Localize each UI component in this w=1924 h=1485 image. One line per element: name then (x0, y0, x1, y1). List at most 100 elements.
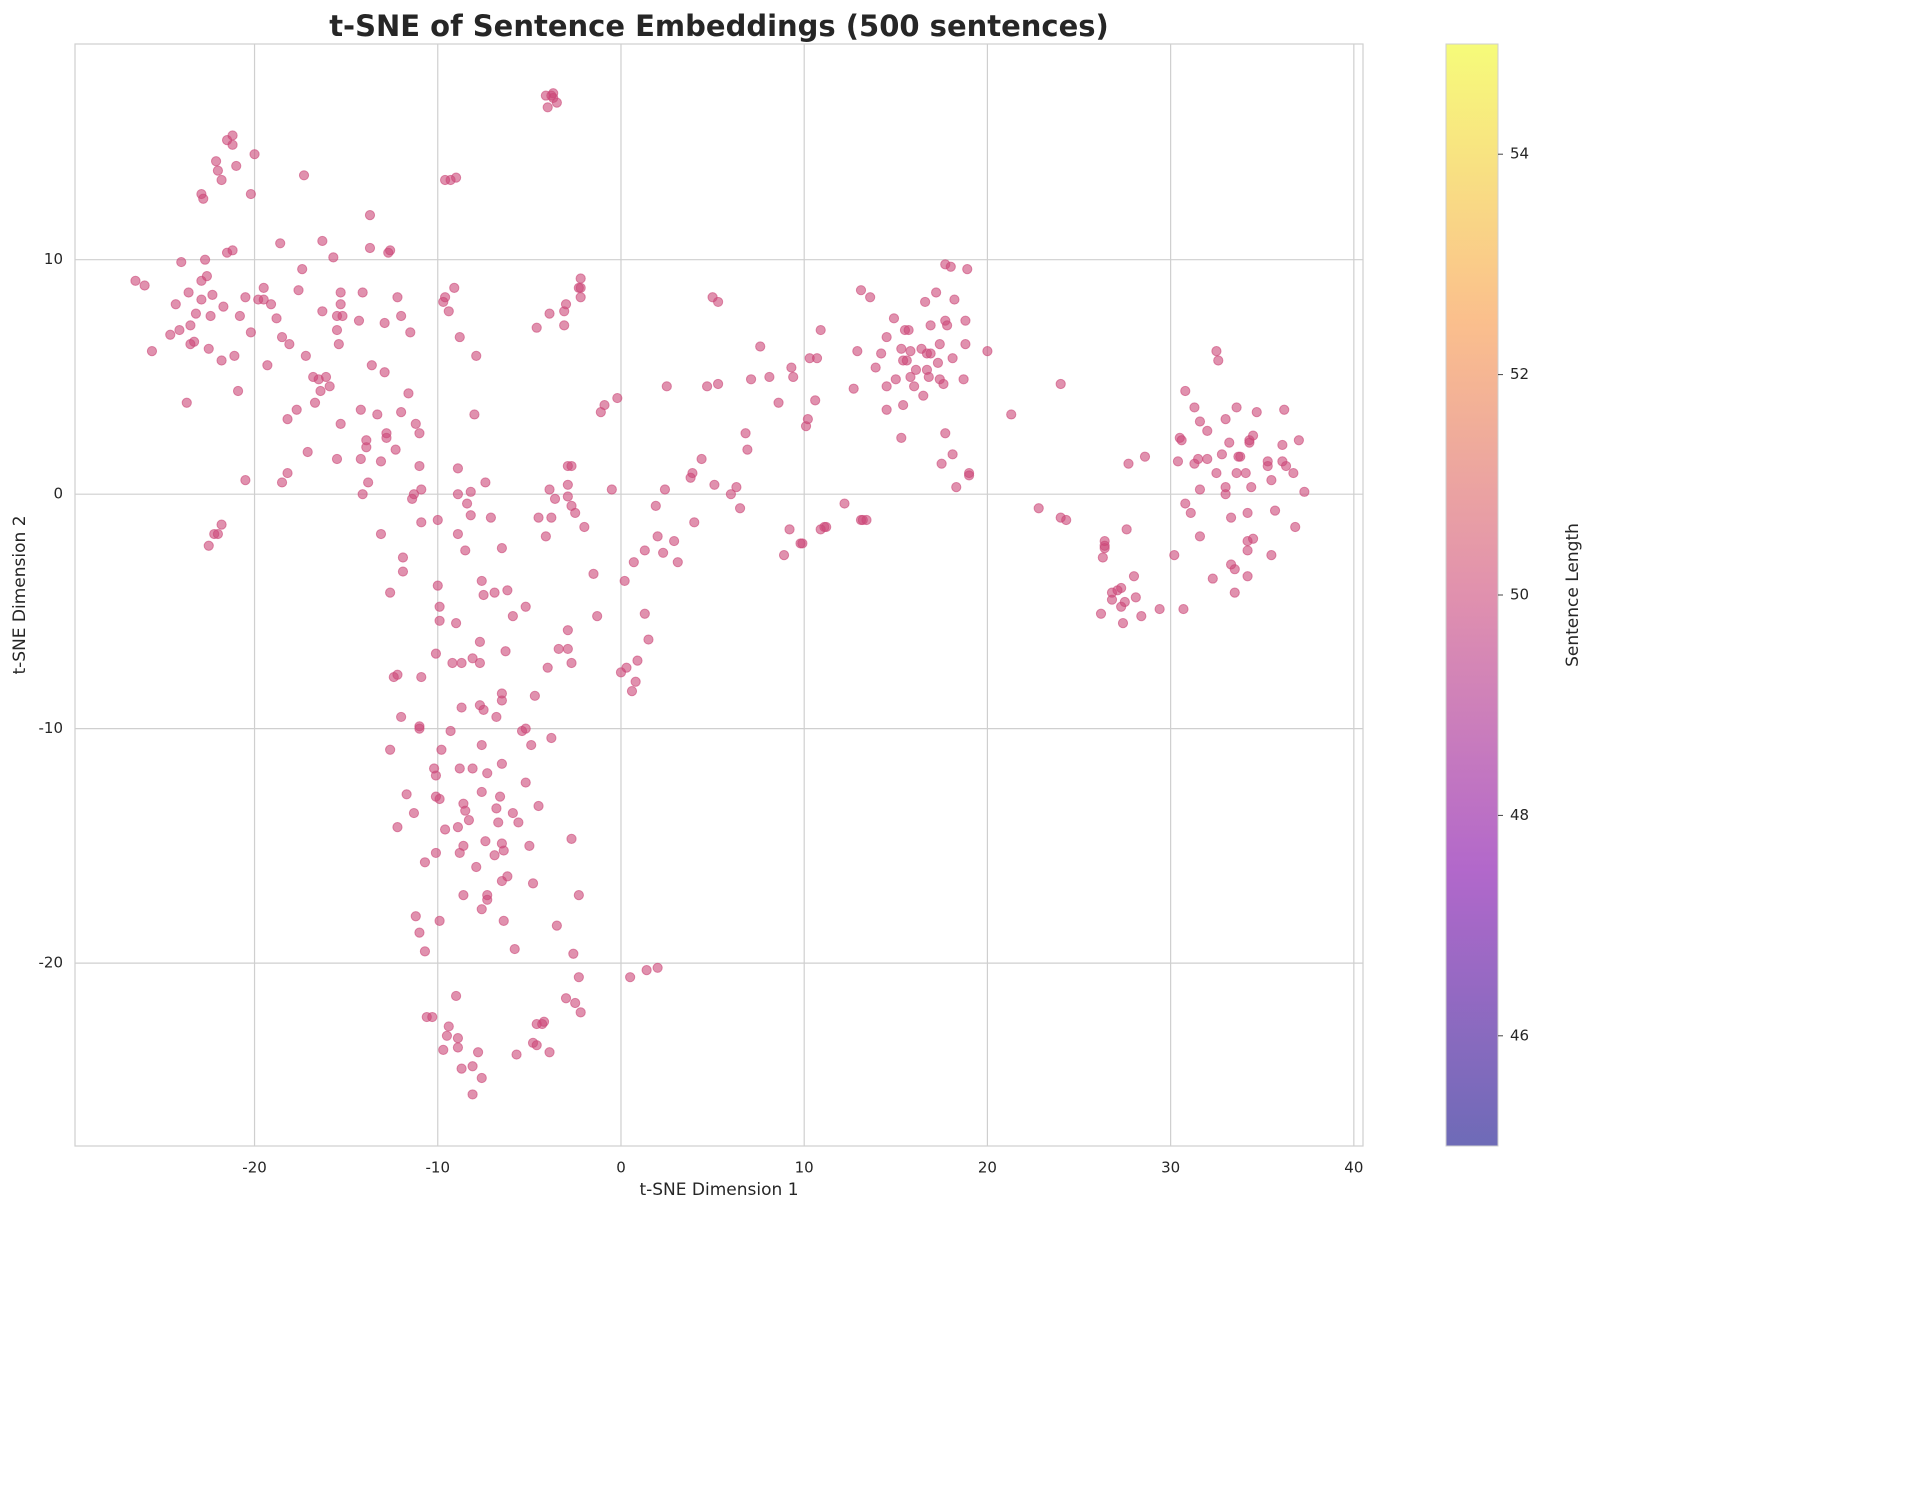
point (188, 336, 200, 347)
point (212, 528, 224, 540)
point (520, 777, 531, 788)
point (1055, 378, 1066, 390)
point (861, 514, 872, 526)
point (203, 540, 214, 551)
point (560, 299, 572, 310)
point (712, 378, 724, 390)
point (1247, 430, 1259, 441)
point (538, 1016, 550, 1027)
point (176, 256, 187, 268)
point (725, 489, 737, 500)
point (427, 1011, 438, 1023)
point (773, 397, 784, 408)
y-tick-label: 0 (53, 485, 63, 503)
point (227, 139, 238, 150)
point (1099, 543, 1110, 554)
point (419, 857, 431, 868)
point (931, 287, 942, 298)
point (364, 210, 376, 221)
point (570, 997, 581, 1009)
point (480, 836, 491, 847)
point (476, 1072, 487, 1084)
point (502, 585, 513, 596)
point (443, 306, 454, 317)
point (461, 498, 473, 509)
point (1097, 552, 1108, 563)
point (1293, 435, 1304, 446)
point (951, 482, 962, 493)
point (493, 817, 504, 828)
point (392, 669, 403, 680)
point (469, 409, 480, 420)
point (531, 322, 542, 333)
point (1242, 507, 1253, 519)
point (934, 339, 945, 350)
point (458, 890, 469, 901)
point (201, 271, 213, 282)
point (1277, 439, 1288, 451)
point (465, 510, 476, 521)
point (549, 493, 561, 504)
point (865, 292, 876, 303)
point (439, 824, 451, 835)
point (302, 446, 313, 458)
point (452, 822, 464, 833)
point (945, 261, 956, 272)
colorbar-tick-label: 46 (1510, 1026, 1529, 1044)
x-axis-label: t-SNE Dimension 1 (639, 1180, 798, 1200)
point (947, 449, 958, 460)
point (755, 341, 766, 352)
point (317, 306, 328, 317)
point (1231, 402, 1242, 413)
point (562, 643, 573, 655)
point (942, 320, 953, 331)
point (920, 296, 931, 308)
point (385, 245, 396, 256)
point (1290, 521, 1301, 533)
point (553, 643, 564, 655)
point (641, 965, 652, 976)
point (797, 538, 808, 549)
point (210, 156, 222, 167)
point (612, 392, 623, 404)
point (467, 1061, 478, 1072)
point (745, 374, 757, 385)
point (430, 847, 442, 859)
point (560, 993, 572, 1004)
point (170, 299, 181, 310)
point (905, 346, 916, 357)
point (963, 470, 975, 481)
point (1193, 453, 1204, 465)
point (401, 789, 412, 800)
point (588, 568, 599, 579)
point (315, 385, 326, 397)
point (520, 723, 531, 734)
point (802, 414, 813, 425)
point (575, 292, 586, 303)
point (507, 807, 518, 819)
point (452, 528, 464, 540)
point (1128, 571, 1140, 582)
point (1211, 467, 1222, 479)
point (551, 97, 562, 108)
point (1216, 449, 1228, 460)
point (1229, 587, 1240, 598)
point (531, 1040, 542, 1051)
point (1033, 503, 1044, 514)
point (909, 381, 920, 392)
point (1119, 596, 1130, 608)
point (1202, 425, 1213, 436)
point (962, 263, 973, 275)
point (227, 245, 238, 256)
point (450, 618, 462, 629)
point (474, 636, 486, 647)
point (328, 252, 339, 263)
point (249, 149, 260, 160)
point (1242, 571, 1253, 582)
point (1280, 460, 1292, 472)
point (396, 711, 407, 723)
point (1154, 603, 1165, 615)
point (546, 512, 557, 523)
point (474, 657, 486, 669)
point (811, 353, 823, 364)
